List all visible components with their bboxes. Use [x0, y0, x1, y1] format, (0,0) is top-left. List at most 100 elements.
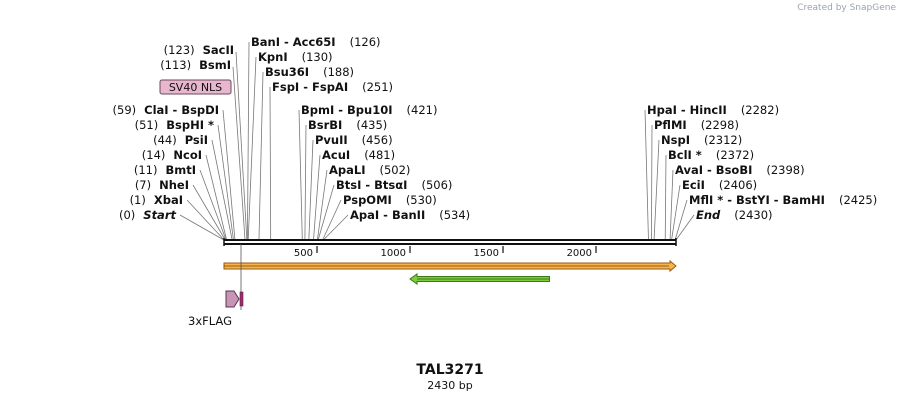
site-position: (502) — [380, 163, 411, 177]
site-position: (2425) — [839, 193, 877, 207]
sv40-nls-marker — [239, 291, 244, 307]
site-leader-line — [664, 154, 667, 241]
site-name: ApaLI — [329, 163, 366, 177]
site-name: BclI * — [668, 148, 702, 162]
site-label-middle: BpmI - Bpu10I (421) — [301, 103, 437, 117]
site-name: PsiI — [185, 133, 208, 147]
site-position: (113) — [160, 58, 191, 72]
site-name: PspOMI — [343, 193, 392, 207]
site-label-middle: AcuI (481) — [322, 148, 395, 162]
site-leader-line — [199, 169, 227, 241]
site-leader-line — [222, 109, 236, 241]
site-label-middle: BsrBI (435) — [308, 118, 387, 132]
site-leader-line — [298, 109, 303, 241]
site-position: (0) — [119, 208, 135, 222]
site-position: (506) — [421, 178, 452, 192]
site-position: (59) — [113, 103, 137, 117]
site-name: SacII — [203, 43, 234, 57]
site-name: Start — [143, 208, 176, 222]
site-leader-line — [317, 184, 335, 241]
site-name: NheI — [159, 178, 189, 192]
site-leader-line — [308, 139, 314, 241]
plasmid-size: 2430 bp — [427, 379, 473, 392]
site-name: NcoI — [173, 148, 202, 162]
site-name: BmtI — [165, 163, 196, 177]
site-name: BsmI — [199, 58, 231, 72]
site-leader-line — [235, 51, 248, 241]
site-position: (1) — [130, 193, 146, 207]
site-name: PflMI — [654, 118, 687, 132]
site-label-right: NspI (2312) — [661, 133, 742, 147]
site-position: (2312) — [704, 133, 742, 147]
site-leader-line — [192, 184, 226, 241]
ruler-tick-label: 500 — [294, 248, 313, 259]
site-leader-line — [671, 184, 681, 241]
site-position: (2406) — [719, 178, 757, 192]
site-leader-line — [313, 154, 321, 241]
site-leader-line — [247, 41, 250, 241]
site-leader-line — [232, 66, 246, 241]
site-position: (123) — [164, 43, 195, 57]
flag-arrow — [225, 290, 240, 308]
site-label-upper-right: FspI - FspAI (251) — [272, 80, 393, 94]
site-position: (2282) — [741, 103, 779, 117]
site-label-right: BclI * (2372) — [668, 148, 754, 162]
site-name: BpmI - Bpu10I — [301, 103, 393, 117]
site-position: (421) — [407, 103, 438, 117]
site-label-upper-right: Bsu36I (188) — [265, 65, 354, 79]
site-leader-line — [304, 124, 307, 241]
site-position: (2298) — [701, 118, 739, 132]
site-position: (126) — [350, 35, 381, 49]
ruler-tick-label: 2000 — [567, 248, 592, 259]
site-name: BtsI - BtsαI — [336, 178, 407, 192]
site-leader-line — [186, 199, 225, 241]
site-leader-line — [322, 199, 342, 241]
site-leader-line — [653, 139, 660, 241]
site-position: (534) — [439, 208, 470, 222]
site-name: HpaI - HincII — [647, 103, 727, 117]
site-name: AcuI — [322, 148, 350, 162]
site-leader-line — [675, 214, 695, 241]
site-label-middle: PvuII (456) — [315, 133, 393, 147]
site-position: (456) — [362, 133, 393, 147]
site-name: ClaI - BspDI — [144, 103, 219, 117]
site-label-left: (44) PsiI — [153, 133, 208, 147]
site-label-upper-left: (113) BsmI — [160, 58, 231, 72]
site-label-left: (7) NheI — [135, 178, 189, 192]
site-leader-line — [258, 71, 264, 241]
site-name: End — [696, 208, 721, 222]
site-position: (251) — [362, 80, 393, 94]
site-name: XbaI — [154, 193, 183, 207]
site-name: PvuII — [315, 133, 348, 147]
site-leader-line — [217, 124, 234, 241]
site-label-upper-left: (123) SacII — [164, 43, 234, 57]
site-leader-line — [179, 214, 225, 241]
site-name: KpnI — [258, 50, 288, 64]
site-name: Bsu36I — [265, 65, 309, 79]
site-position: (2372) — [716, 148, 754, 162]
site-label-middle: ApaLI (502) — [329, 163, 410, 177]
site-label-right: EciI (2406) — [682, 178, 757, 192]
plasmid-name: TAL3271 — [416, 362, 484, 378]
site-position: (7) — [135, 178, 151, 192]
ruler: 500 1000 1500 2000 — [294, 246, 597, 259]
site-label-upper-right: KpnI (130) — [258, 50, 333, 64]
site-label-right: HpaI - HincII (2282) — [647, 103, 779, 117]
site-leader-line — [669, 169, 674, 241]
site-label-left: (59) ClaI - BspDI — [113, 103, 219, 117]
site-name: BsrBI — [308, 118, 342, 132]
site-label-left: (0) Start — [119, 208, 177, 222]
site-label-right: MflI * - BstYI - BamHI (2425) — [689, 193, 877, 207]
site-label-left: (11) BmtI — [134, 163, 196, 177]
site-labels: (0) Start(1) XbaI(7) NheI(11) BmtI(14) NcoI(4… — [113, 35, 878, 222]
sv40-nls-box — [159, 79, 232, 95]
site-leader-line — [205, 154, 227, 241]
site-leader-lines — [179, 41, 695, 241]
snapgene-credit: Created by SnapGene — [797, 3, 896, 13]
site-name: ApaI - BanII — [350, 208, 425, 222]
site-name: BspHI * — [166, 118, 214, 132]
site-position: (44) — [153, 133, 177, 147]
site-leader-line — [651, 124, 653, 241]
site-position: (2430) — [734, 208, 772, 222]
site-leader-line — [644, 109, 649, 241]
